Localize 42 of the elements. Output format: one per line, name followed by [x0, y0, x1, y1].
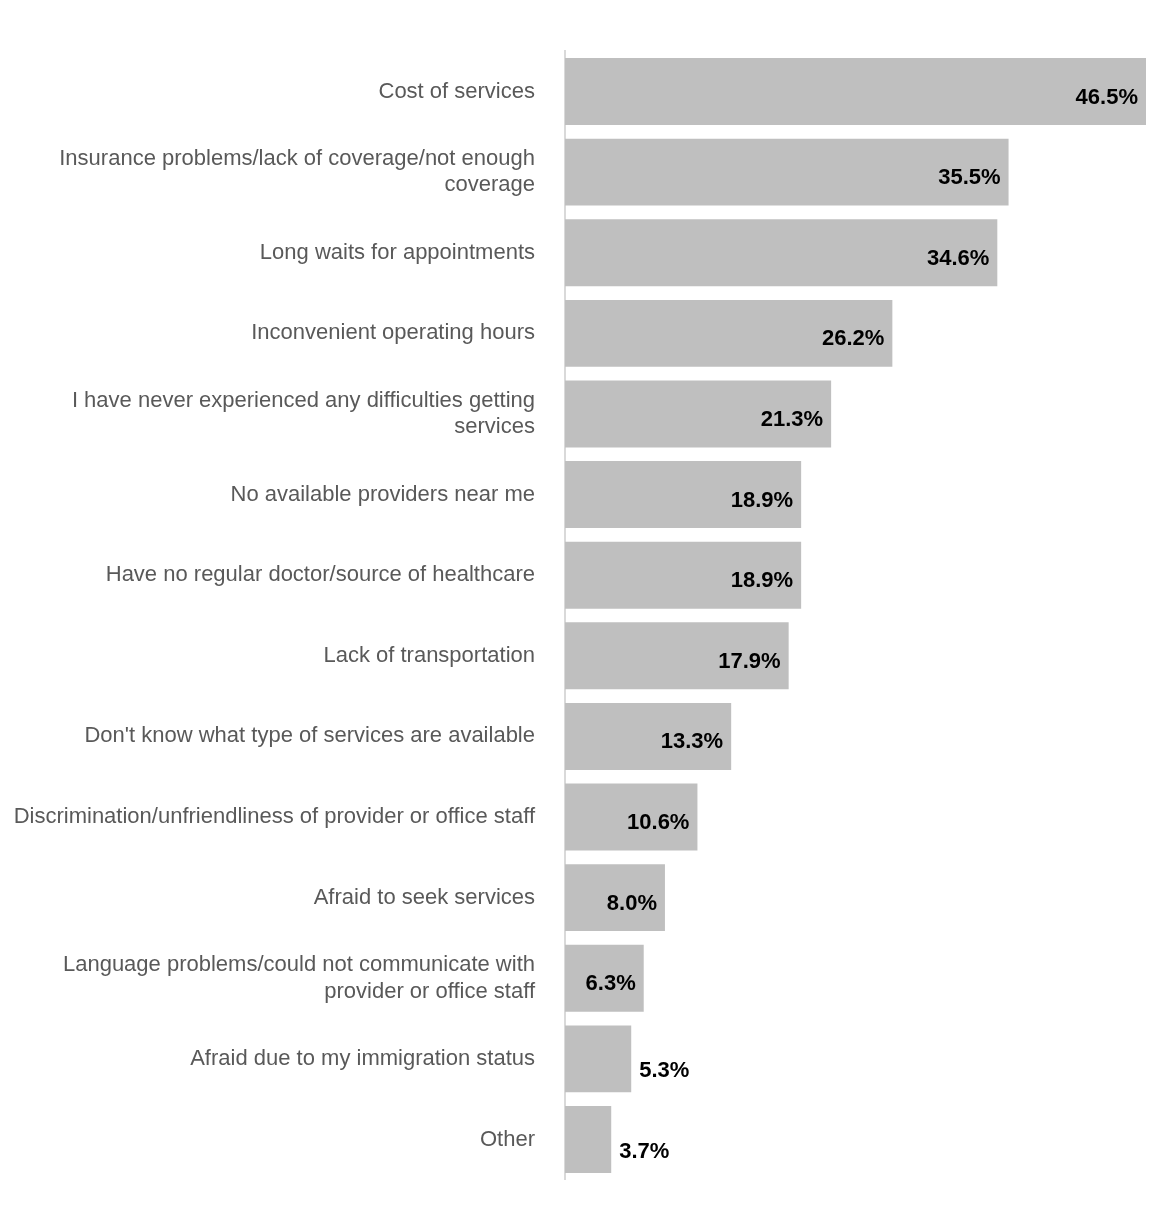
y-tick-label: Other: [479, 1125, 535, 1151]
bar: [565, 461, 802, 529]
y-tick-label: Have no regular doctor/source of healthcare: [105, 561, 535, 587]
bar: [565, 541, 802, 609]
y-tick-label: Afraid to seek services: [313, 883, 535, 909]
y-tick-label: Afraid due to my immigration status: [190, 1044, 535, 1070]
bar: [565, 622, 789, 690]
data-label: 3.7%: [619, 1137, 670, 1163]
data-label: 13.3%: [660, 728, 724, 754]
y-tick-label: I have never experienced any difficulties getting services: [71, 386, 535, 439]
bar: [565, 864, 665, 932]
data-label: 21.3%: [760, 406, 824, 432]
bar: [565, 380, 832, 448]
bar: [565, 299, 893, 367]
bar: [565, 219, 998, 287]
data-label: 18.9%: [730, 486, 794, 512]
bar: [565, 58, 1146, 125]
y-tick-label: Long waits for appointments: [259, 238, 535, 264]
data-label: 35.5%: [938, 164, 1001, 190]
data-label: 6.3%: [585, 970, 636, 996]
bar: [565, 702, 732, 770]
data-label: 34.6%: [926, 244, 990, 270]
data-label: 26.2%: [821, 325, 885, 351]
data-label: 17.9%: [718, 647, 781, 673]
bar: [565, 783, 698, 851]
y-tick-label: Discrimination/unfriendliness of provider or office staff: [13, 803, 536, 829]
y-tick-label: Language problems/could not communicate with provider or office staff: [62, 951, 536, 1003]
data-label: 18.9%: [730, 567, 794, 593]
bar: [565, 138, 1009, 206]
bar: [565, 1025, 632, 1093]
data-label: 5.3%: [639, 1056, 690, 1082]
y-tick-label: Lack of transportation: [323, 641, 535, 667]
data-label: 46.5%: [1075, 83, 1138, 109]
y-tick-label: No available providers near me: [230, 480, 535, 506]
y-tick-label: Insurance problems/lack of coverage/not enough coverage: [59, 144, 535, 197]
bar: [565, 1106, 612, 1173]
y-tick-label: Don't know what type of services are available: [84, 722, 535, 748]
data-label: 10.6%: [627, 809, 690, 835]
data-label: 8.0%: [606, 889, 657, 915]
y-tick-label: Inconvenient operating hours: [251, 319, 535, 345]
y-tick-label: Cost of services: [378, 77, 535, 103]
bar: [565, 944, 644, 1012]
